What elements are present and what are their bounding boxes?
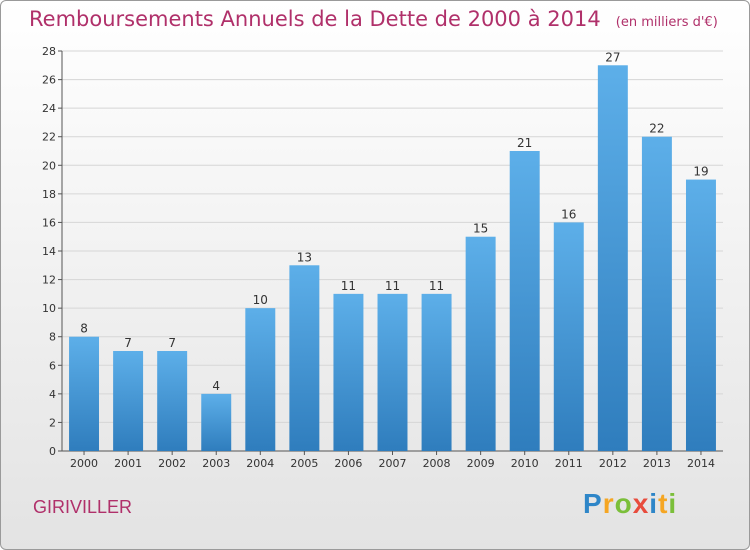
y-tick-label: 2 [49, 416, 56, 429]
data-label-2008: 11 [429, 279, 444, 293]
x-tick-label-2002: 2002 [158, 457, 186, 470]
y-tick-label: 6 [49, 359, 56, 372]
x-tick-label-2011: 2011 [555, 457, 583, 470]
bar-2011 [553, 222, 584, 451]
y-tick-label: 10 [42, 302, 56, 315]
chart-title-main: Remboursements Annuels de la Dette de 20… [29, 7, 601, 31]
data-label-2009: 15 [473, 222, 488, 236]
data-label-2001: 7 [124, 336, 132, 350]
logo-letter: i [649, 488, 659, 519]
x-tick-label-2001: 2001 [114, 457, 142, 470]
x-tick-label-2005: 2005 [290, 457, 318, 470]
x-tick-label-2007: 2007 [379, 457, 407, 470]
bar-2002 [157, 351, 188, 451]
x-tick-label-2012: 2012 [599, 457, 627, 470]
bar-2010 [509, 151, 540, 451]
x-tick-label-2014: 2014 [687, 457, 715, 470]
y-tick-label: 0 [49, 445, 56, 458]
y-tick-label: 22 [42, 131, 56, 144]
data-label-2006: 11 [341, 279, 356, 293]
logo-letter: t [658, 488, 669, 519]
x-tick-label-2004: 2004 [246, 457, 274, 470]
chart-title: Remboursements Annuels de la Dette de 20… [29, 7, 718, 31]
logo-letter: o [614, 488, 633, 519]
x-tick-label-2006: 2006 [334, 457, 362, 470]
bar-2004 [245, 308, 276, 451]
bars [69, 65, 716, 452]
data-labels: 8 7 7 4 10 13 11 11 11 15 21 16 27 22 19 [80, 50, 708, 393]
bar-2008 [421, 293, 452, 451]
y-tick-label: 20 [42, 159, 56, 172]
bar-2006 [333, 293, 364, 451]
y-tick-label: 24 [42, 102, 56, 115]
data-label-2013: 22 [649, 122, 664, 136]
data-label-2011: 16 [561, 207, 576, 221]
x-tick-label-2013: 2013 [643, 457, 671, 470]
y-tick-label: 4 [49, 388, 56, 401]
bar-2013 [641, 136, 672, 451]
bar-2003 [201, 393, 232, 451]
logo-letter: x [632, 488, 650, 519]
data-label-2007: 11 [385, 279, 400, 293]
y-tick-label: 16 [42, 216, 56, 229]
y-tick-label: 26 [42, 74, 56, 87]
y-tick-label: 12 [42, 274, 56, 287]
data-label-2004: 10 [253, 293, 268, 307]
bar-2007 [377, 293, 408, 451]
data-label-2014: 19 [693, 165, 708, 179]
commune-name: GIRIVILLER [33, 497, 133, 517]
data-label-2002: 7 [168, 336, 176, 350]
bar-2005 [289, 265, 320, 451]
x-tick-label-2000: 2000 [70, 457, 98, 470]
bar-2000 [69, 336, 100, 451]
bar-2014 [685, 179, 716, 452]
logo-letter: P [583, 488, 603, 519]
x-tick-label-2003: 2003 [202, 457, 230, 470]
data-label-2003: 4 [212, 379, 220, 393]
x-tick-label-2009: 2009 [467, 457, 495, 470]
bar-2009 [465, 236, 496, 451]
data-label-2010: 21 [517, 136, 532, 150]
x-tick-label-2010: 2010 [511, 457, 539, 470]
logo-letter: r [602, 488, 615, 519]
data-label-2000: 8 [80, 322, 88, 336]
bar-2012 [597, 65, 628, 452]
x-tick-label-2008: 2008 [423, 457, 451, 470]
bar-2001 [113, 351, 144, 451]
y-tick-label: 14 [42, 245, 56, 258]
data-label-2005: 13 [297, 250, 312, 264]
chart-title-unit: (en milliers d'€) [615, 15, 718, 30]
y-tick-label: 18 [42, 188, 56, 201]
proxiti-logo: Proxiti [583, 488, 677, 520]
data-label-2012: 27 [605, 50, 620, 64]
y-tick-label: 28 [42, 45, 56, 58]
y-tick-label: 8 [49, 331, 56, 344]
logo-letter: i [668, 488, 678, 519]
